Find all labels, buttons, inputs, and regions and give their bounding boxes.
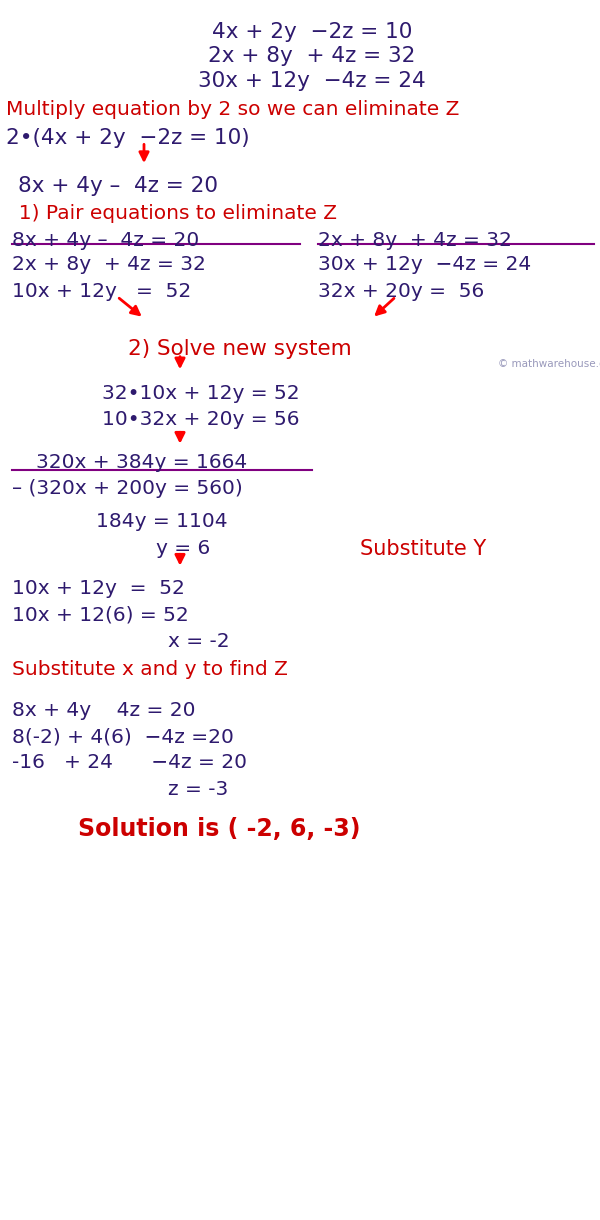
Text: 30x + 12y  −4z = 24: 30x + 12y −4z = 24 bbox=[318, 255, 531, 274]
Text: © mathwarehouse.com: © mathwarehouse.com bbox=[498, 359, 600, 368]
Text: 4x + 2y  −2z = 10: 4x + 2y −2z = 10 bbox=[212, 22, 412, 41]
Text: y = 6: y = 6 bbox=[156, 539, 210, 559]
Text: 30x + 12y  −4z = 24: 30x + 12y −4z = 24 bbox=[198, 71, 426, 90]
Text: Solution is ( -2, 6, -3): Solution is ( -2, 6, -3) bbox=[78, 817, 361, 842]
Text: 2x + 8y  + 4z = 32: 2x + 8y + 4z = 32 bbox=[12, 255, 206, 274]
Text: 8(-2) + 4(6)  −4z =20: 8(-2) + 4(6) −4z =20 bbox=[12, 727, 234, 747]
Text: 184y = 1104: 184y = 1104 bbox=[96, 512, 227, 532]
Text: 2) Solve new system: 2) Solve new system bbox=[128, 339, 352, 359]
Text: -16   + 24      −4z = 20: -16 + 24 −4z = 20 bbox=[12, 753, 247, 772]
Text: 10•32x + 20y = 56: 10•32x + 20y = 56 bbox=[102, 410, 299, 429]
Text: x = -2: x = -2 bbox=[168, 632, 230, 651]
Text: 2•(4x + 2y  −2z = 10): 2•(4x + 2y −2z = 10) bbox=[6, 128, 250, 148]
Text: 32x + 20y =  56: 32x + 20y = 56 bbox=[318, 282, 484, 301]
Text: 8x + 4y    4z = 20: 8x + 4y 4z = 20 bbox=[12, 702, 196, 721]
Text: 32•10x + 12y = 52: 32•10x + 12y = 52 bbox=[102, 384, 299, 404]
Text: 10x + 12(6) = 52: 10x + 12(6) = 52 bbox=[12, 605, 189, 625]
Text: 10x + 12y   =  52: 10x + 12y = 52 bbox=[12, 282, 191, 301]
Text: 8x + 4y –  4z = 20: 8x + 4y – 4z = 20 bbox=[12, 231, 199, 250]
Text: 10x + 12y  =  52: 10x + 12y = 52 bbox=[12, 580, 185, 599]
Text: z = -3: z = -3 bbox=[168, 780, 228, 799]
Text: – (320x + 200y = 560): – (320x + 200y = 560) bbox=[12, 479, 243, 499]
Text: 320x + 384y = 1664: 320x + 384y = 1664 bbox=[36, 453, 247, 472]
Text: Substitute Y: Substitute Y bbox=[360, 539, 486, 559]
Text: 2x + 8y  + 4z = 32: 2x + 8y + 4z = 32 bbox=[318, 231, 512, 250]
Text: Substitute x and y to find Z: Substitute x and y to find Z bbox=[12, 660, 288, 680]
Text: Multiply equation by 2 so we can eliminate Z: Multiply equation by 2 so we can elimina… bbox=[6, 100, 460, 120]
Text: 1) Pair equations to eliminate Z: 1) Pair equations to eliminate Z bbox=[6, 204, 337, 223]
Text: 8x + 4y –  4z = 20: 8x + 4y – 4z = 20 bbox=[18, 176, 218, 195]
Text: 2x + 8y  + 4z = 32: 2x + 8y + 4z = 32 bbox=[208, 46, 416, 66]
